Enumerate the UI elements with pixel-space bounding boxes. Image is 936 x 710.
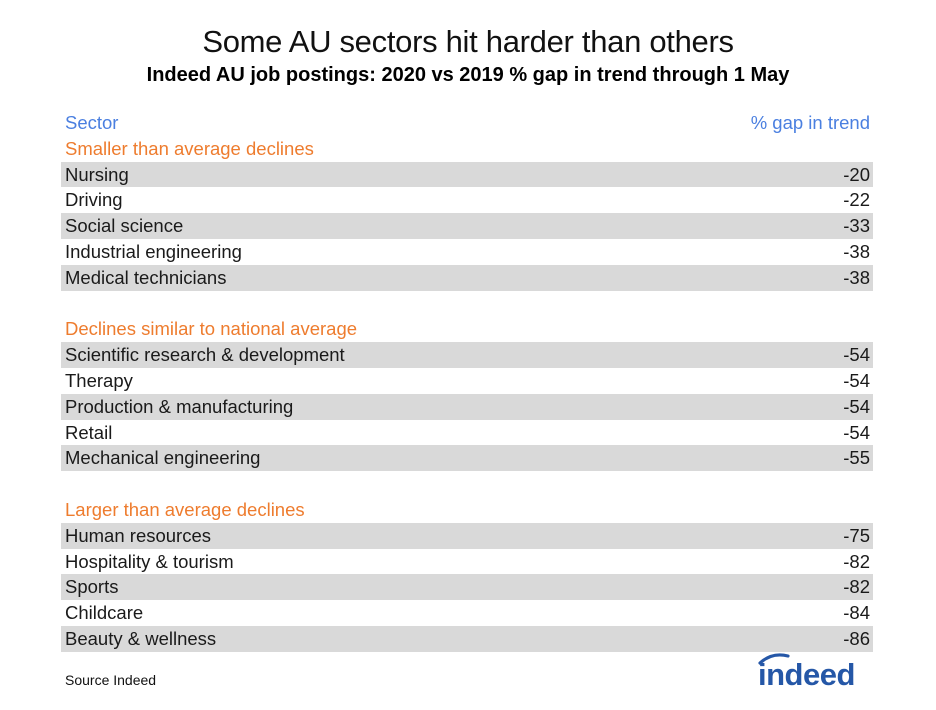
- source-note: Source Indeed: [65, 672, 157, 688]
- sector-cell: Sports: [65, 576, 119, 598]
- value-cell: -82: [843, 576, 870, 598]
- group-label: Declines similar to national average: [65, 318, 358, 340]
- table-row: Social science -33: [61, 213, 873, 239]
- table-row: Human resources -75: [61, 522, 873, 549]
- table-row: Childcare -84: [61, 600, 873, 626]
- group-spacer: [61, 291, 873, 317]
- indeed-logo-graphic: indeed: [758, 653, 855, 692]
- sector-cell: Nursing: [65, 163, 129, 185]
- sector-cell: Driving: [65, 189, 123, 211]
- column-header-gap: % gap in trend: [750, 112, 870, 133]
- value-cell: -54: [843, 344, 870, 366]
- sector-cell: Medical technicians: [65, 266, 227, 288]
- table-row: Scientific research & development -54: [61, 342, 873, 368]
- group-label: Smaller than average declines: [65, 137, 314, 159]
- value-cell: -75: [843, 524, 870, 546]
- table-row: Therapy -54: [61, 368, 873, 394]
- sector-cell: Hospitality & tourism: [65, 550, 234, 572]
- value-cell: -22: [843, 189, 870, 211]
- table-row: Nursing -20: [61, 161, 873, 188]
- logo-wordmark: indeed: [758, 657, 855, 691]
- value-cell: -54: [843, 369, 870, 391]
- table-row: Sports -82: [61, 574, 873, 601]
- chart-title: Some AU sectors hit harder than others: [202, 24, 734, 59]
- table-row: Production & manufacturing -54: [61, 393, 873, 420]
- table-row: Industrial engineering -38: [61, 239, 873, 265]
- sector-cell: Production & manufacturing: [65, 395, 294, 417]
- table-row: Mechanical engineering -55: [61, 445, 873, 472]
- group-spacer: [61, 471, 873, 497]
- logo-swoosh: [758, 653, 790, 665]
- value-cell: -33: [843, 215, 870, 237]
- indeed-logo: indeed: [756, 651, 872, 696]
- group-heading-larger: Larger than average declines: [61, 497, 873, 523]
- column-header-sector: Sector: [65, 112, 119, 133]
- group-heading-smaller: Smaller than average declines: [61, 136, 873, 162]
- table-header-row: Sector % gap in trend: [61, 110, 873, 136]
- sector-cell: Mechanical engineering: [65, 447, 261, 469]
- value-cell: -54: [843, 395, 870, 417]
- sector-table: Sector % gap in trend Smaller than avera…: [61, 110, 873, 652]
- value-cell: -86: [843, 627, 870, 649]
- table-row: Beauty & wellness -86: [61, 625, 873, 652]
- value-cell: -20: [843, 163, 870, 185]
- sector-cell: Social science: [65, 215, 184, 237]
- sector-cell: Human resources: [65, 524, 212, 546]
- sector-cell: Therapy: [65, 369, 133, 391]
- value-cell: -84: [843, 602, 870, 624]
- group-label: Larger than average declines: [65, 498, 305, 520]
- table-row: Hospitality & tourism -82: [61, 549, 873, 575]
- sector-cell: Childcare: [65, 602, 144, 624]
- table-row: Retail -54: [61, 420, 873, 446]
- sector-cell: Retail: [65, 421, 113, 443]
- sector-cell: Scientific research & development: [65, 344, 345, 366]
- value-cell: -38: [843, 240, 870, 262]
- value-cell: -82: [843, 550, 870, 572]
- chart-subtitle: Indeed AU job postings: 2020 vs 2019 % g…: [146, 64, 790, 86]
- value-cell: -38: [843, 266, 870, 288]
- sector-cell: Industrial engineering: [65, 240, 242, 262]
- table-row: Medical technicians -38: [61, 264, 873, 291]
- sector-cell: Beauty & wellness: [65, 627, 217, 649]
- value-cell: -55: [843, 447, 870, 469]
- value-cell: -54: [843, 421, 870, 443]
- table-row: Driving -22: [61, 187, 873, 213]
- group-heading-similar: Declines similar to national average: [61, 316, 873, 342]
